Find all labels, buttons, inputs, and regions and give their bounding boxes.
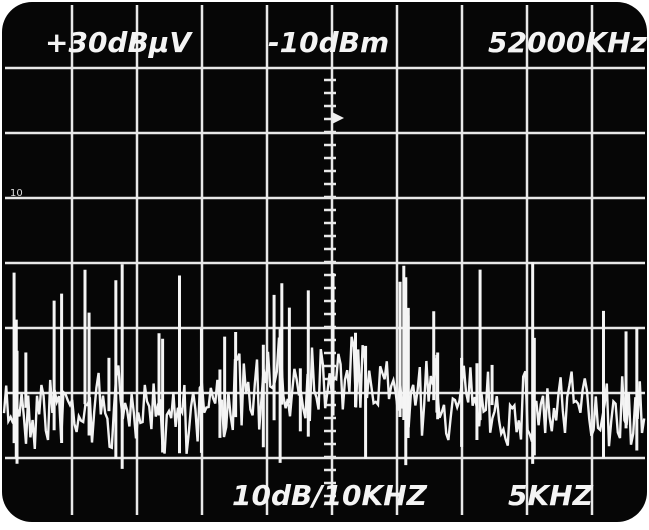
input-level: -10dBm	[268, 26, 389, 59]
center-frequency: 52000KHz	[488, 26, 648, 59]
scale-marker: 10	[10, 188, 23, 199]
ref-level: +30dBμV	[45, 26, 193, 59]
trace	[2, 262, 646, 469]
marker	[332, 112, 344, 124]
scale-setting: 10dB/10KHZ	[232, 479, 428, 512]
span-setting: 5KHZ	[508, 479, 594, 512]
noise-trace	[2, 336, 646, 454]
